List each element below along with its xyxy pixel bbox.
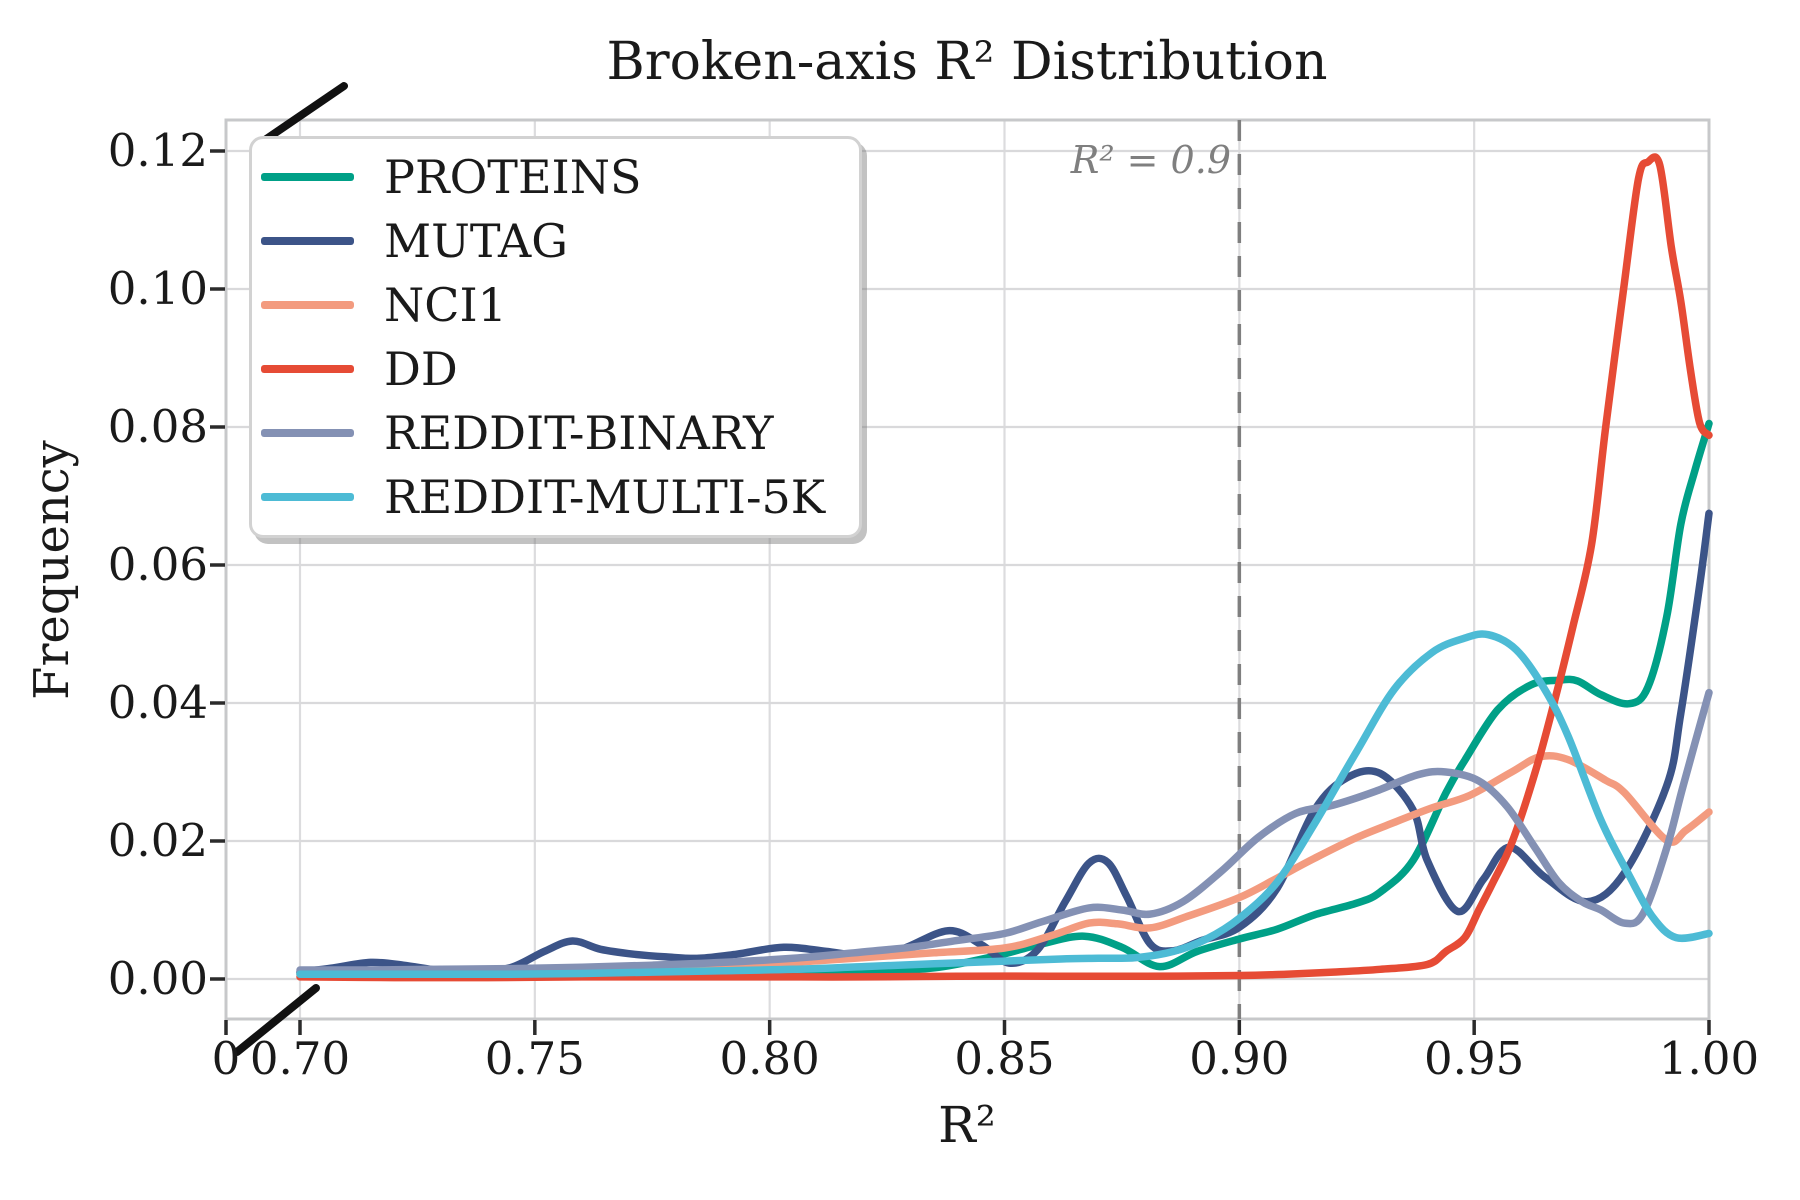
legend-label: NCI1 bbox=[384, 278, 507, 332]
legend-line-swatch bbox=[261, 493, 354, 501]
y-tick-label: 0.10 bbox=[107, 262, 208, 315]
legend-item-DD: DD bbox=[261, 337, 825, 401]
x-axis-label: R² bbox=[938, 1096, 996, 1154]
legend-item-REDDIT-MULTI-5K: REDDIT-MULTI-5K bbox=[261, 465, 825, 529]
legend-label: REDDIT-MULTI-5K bbox=[384, 470, 826, 524]
legend-line-swatch bbox=[261, 365, 354, 373]
legend-label: PROTEINS bbox=[384, 150, 642, 204]
legend-line-swatch bbox=[261, 301, 354, 309]
x-tick-label: 0.80 bbox=[719, 1032, 820, 1085]
x-tick-label: 0.75 bbox=[484, 1032, 585, 1085]
y-tick-label: 0.04 bbox=[107, 676, 208, 729]
legend-line-swatch bbox=[261, 429, 354, 437]
x-tick-label: 0 bbox=[211, 1032, 241, 1085]
legend-line-swatch bbox=[261, 173, 354, 181]
legend-item-NCI1: NCI1 bbox=[261, 273, 825, 337]
series-line-DD bbox=[296, 153, 1713, 982]
legend-line-swatch bbox=[261, 237, 354, 245]
axes-spines bbox=[224, 118, 1711, 1021]
y-tick-label: 0.00 bbox=[107, 952, 208, 1005]
y-tick-label: 0.02 bbox=[107, 814, 208, 867]
legend-item-MUTAG: MUTAG bbox=[261, 209, 825, 273]
x-tick-label: 0.85 bbox=[954, 1032, 1055, 1085]
x-tick-label: 0.70 bbox=[249, 1032, 351, 1085]
legend-item-PROTEINS: PROTEINS bbox=[261, 145, 825, 209]
x-tick-label: 0.90 bbox=[1189, 1032, 1290, 1085]
chart-title: Broken-axis R² Distribution bbox=[606, 32, 1328, 92]
x-tick-label: 0.95 bbox=[1424, 1032, 1525, 1085]
legend-label: DD bbox=[384, 342, 458, 396]
y-tick-label: 0.06 bbox=[107, 538, 208, 591]
series-line-REDDIT-MULTI-5K bbox=[296, 630, 1713, 978]
legend-label: REDDIT-BINARY bbox=[384, 406, 774, 460]
legend-label: MUTAG bbox=[384, 214, 568, 268]
legend: PROTEINS MUTAG NCI1 DD REDDIT-BINARY REDDIT-M… bbox=[249, 136, 863, 538]
legend-item-REDDIT-BINARY: REDDIT-BINARY bbox=[261, 401, 825, 465]
y-axis-label: Frequency bbox=[24, 440, 80, 700]
x-tick-label: 1.00 bbox=[1658, 1032, 1760, 1085]
series-line-REDDIT-BINARY bbox=[296, 688, 1713, 974]
axis-break-marker bbox=[233, 984, 320, 1056]
y-tick-label: 0.12 bbox=[107, 124, 208, 177]
axis-break-marker bbox=[255, 82, 348, 148]
y-tick-label: 0.08 bbox=[107, 400, 208, 453]
threshold-annotation: R² = 0.9 bbox=[1070, 138, 1231, 182]
